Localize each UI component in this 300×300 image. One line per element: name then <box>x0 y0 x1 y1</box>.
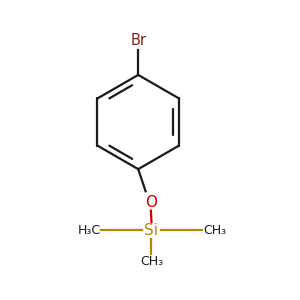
Text: Si: Si <box>145 223 158 238</box>
Text: Br: Br <box>130 32 146 47</box>
Text: H₃C: H₃C <box>78 224 101 237</box>
Text: O: O <box>145 195 157 210</box>
Text: CH₃: CH₃ <box>140 255 163 268</box>
Text: CH₃: CH₃ <box>203 224 226 237</box>
